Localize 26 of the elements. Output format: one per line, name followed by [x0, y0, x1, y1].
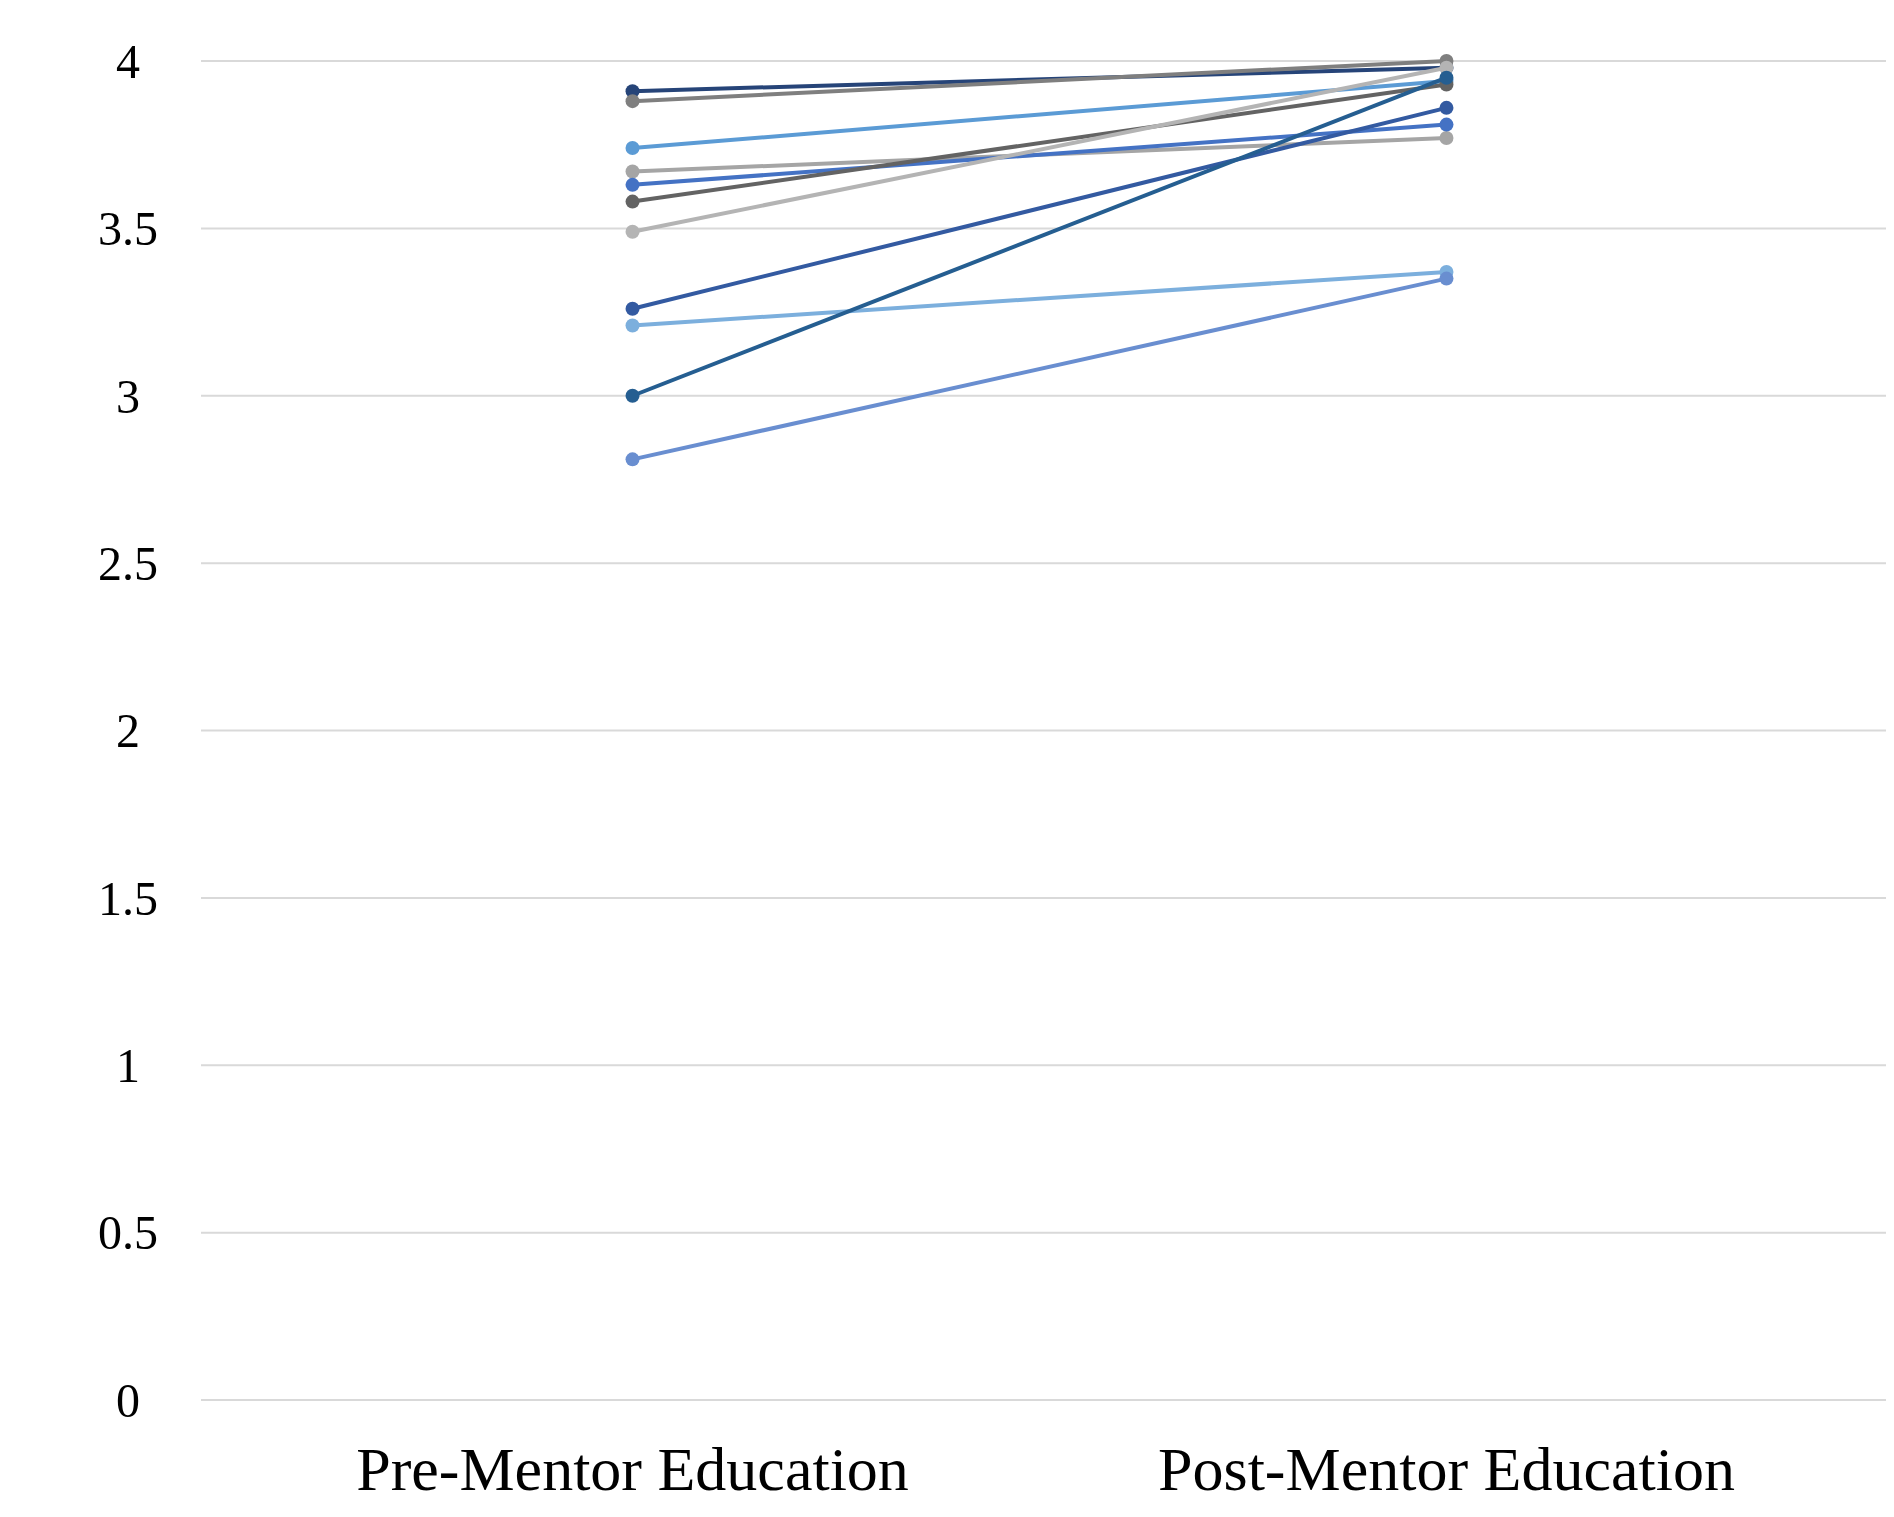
point — [625, 301, 640, 316]
y-tick-label: 2 — [116, 704, 140, 758]
point — [625, 141, 640, 156]
point — [625, 194, 640, 209]
point — [625, 164, 640, 179]
point — [1439, 130, 1454, 145]
y-tick-label: 3 — [116, 369, 140, 423]
point — [1439, 70, 1454, 85]
point — [625, 177, 640, 192]
point — [1439, 117, 1454, 132]
y-tick-label: 2.5 — [98, 536, 158, 590]
x-tick-label: Post-Mentor Education — [1158, 1435, 1735, 1503]
point — [625, 452, 640, 467]
y-tick-label: 1 — [116, 1039, 140, 1093]
x-tick-label: Pre-Mentor Education — [356, 1435, 909, 1503]
point — [1439, 100, 1454, 115]
y-tick-label: 3.5 — [98, 202, 158, 256]
point — [1439, 271, 1454, 286]
y-tick-label: 1.5 — [98, 871, 158, 925]
point — [625, 94, 640, 109]
point — [625, 388, 640, 403]
y-tick-label: 0 — [116, 1373, 140, 1427]
point — [625, 318, 640, 333]
y-tick-label: 4 — [116, 34, 140, 88]
y-tick-label: 0.5 — [98, 1206, 158, 1260]
point — [625, 224, 640, 239]
